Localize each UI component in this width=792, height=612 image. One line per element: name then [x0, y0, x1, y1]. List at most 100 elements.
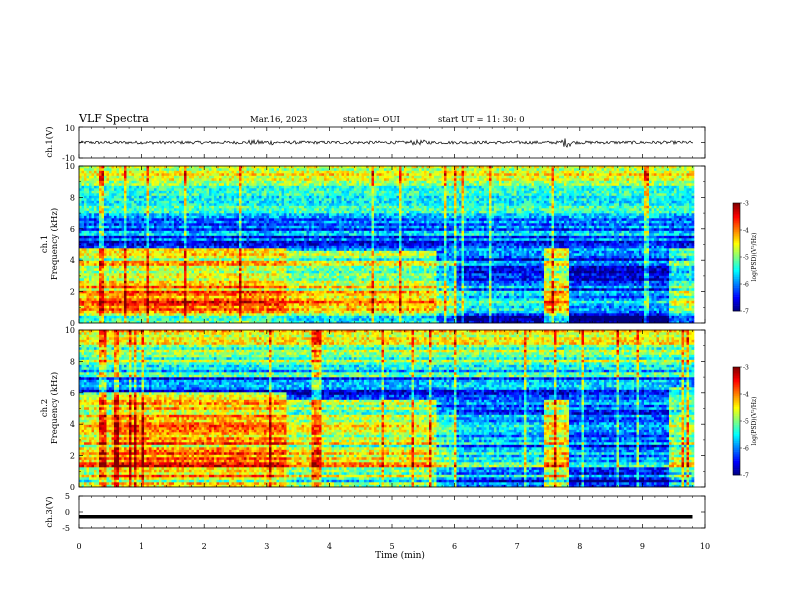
- spectrogram-cell: [192, 233, 195, 236]
- spectrogram-cell: [84, 263, 87, 266]
- spectrogram-cell: [142, 311, 145, 314]
- spectrogram-cell: [82, 318, 85, 321]
- spectrogram-cell: [117, 293, 120, 296]
- spectrogram-cell: [252, 251, 255, 254]
- spectrogram-cell: [234, 293, 237, 296]
- spectrogram-cell: [192, 298, 195, 301]
- spectrogram-cell: [174, 253, 177, 256]
- spectrogram-cell: [237, 178, 240, 181]
- spectrogram-cell: [172, 201, 175, 204]
- spectrogram-cell: [254, 306, 257, 309]
- spectrogram-cell: [112, 218, 115, 221]
- spectrogram-cell: [264, 313, 267, 316]
- spectrogram-cell: [247, 171, 250, 174]
- spectrogram-cell: [89, 238, 92, 241]
- spectrogram-cell: [254, 263, 257, 266]
- spectrogram-cell: [152, 216, 155, 219]
- spectrogram-cell: [252, 218, 255, 221]
- spectrogram-cell: [117, 296, 120, 299]
- spectrogram-cell: [147, 253, 150, 256]
- spectrogram-cell: [94, 241, 97, 244]
- spectrogram-cell: [212, 198, 215, 201]
- spectrogram-cell: [84, 286, 87, 289]
- spectrogram-cell: [117, 303, 120, 306]
- spectrogram-cell: [217, 208, 220, 211]
- spectrogram-cell: [169, 286, 172, 289]
- spectrogram-cell: [144, 293, 147, 296]
- spectrogram-cell: [244, 216, 247, 219]
- spectrogram-cell: [262, 196, 265, 199]
- spectrogram-cell: [99, 191, 102, 194]
- spectrogram-cell: [257, 318, 260, 321]
- spectrogram-cell: [154, 293, 157, 296]
- spectrogram-cell: [92, 243, 95, 246]
- spectrogram-cell: [122, 196, 125, 199]
- spectrogram-cell: [209, 288, 212, 291]
- spectrogram-cell: [212, 318, 215, 321]
- spectrogram-cell: [167, 196, 170, 199]
- spectrogram-cell: [252, 258, 255, 261]
- spectrogram-cell: [117, 218, 120, 221]
- spectrogram-cell: [197, 286, 200, 289]
- spectrogram-cell: [112, 178, 115, 181]
- spectrogram-cell: [79, 296, 82, 299]
- spectrogram-cell: [247, 223, 250, 226]
- spectrogram-cell: [87, 181, 90, 184]
- spectrogram-cell: [244, 286, 247, 289]
- spectrogram-cell: [167, 306, 170, 309]
- spectrogram-cell: [112, 306, 115, 309]
- spectrogram-cell: [144, 303, 147, 306]
- spectrogram-cell: [189, 296, 192, 299]
- spectrogram-cell: [234, 318, 237, 321]
- spectrogram-cell: [227, 201, 230, 204]
- spectrogram-cell: [267, 173, 270, 176]
- spectrogram-cell: [114, 186, 117, 189]
- spectrogram-cell: [164, 296, 167, 299]
- spectrogram-cell: [217, 303, 220, 306]
- spectrogram-cell: [124, 298, 127, 301]
- spectrogram-cell: [134, 311, 137, 314]
- spectrogram-cell: [199, 303, 202, 306]
- spectrogram-cell: [249, 258, 252, 261]
- spectrogram-cell: [114, 318, 117, 321]
- spectrogram-cell: [127, 271, 130, 274]
- spectrogram-cell: [132, 221, 135, 224]
- spectrogram-cell: [222, 288, 225, 291]
- spectrogram-cell: [79, 221, 82, 224]
- spectrogram-cell: [232, 288, 235, 291]
- spectrogram-cell: [157, 266, 160, 269]
- spectrogram-cell: [242, 301, 245, 304]
- spectrogram-cell: [244, 281, 247, 284]
- spectrogram-cell: [192, 188, 195, 191]
- spectrogram-cell: [117, 248, 120, 251]
- spectrogram-cell: [92, 228, 95, 231]
- spectrogram-cell: [114, 263, 117, 266]
- spectrogram-cell: [167, 216, 170, 219]
- spectrogram-cell: [209, 308, 212, 311]
- spectrogram-cell: [159, 188, 162, 191]
- spectrogram-cell: [119, 286, 122, 289]
- spectrogram-cell: [154, 268, 157, 271]
- spectrogram-cell: [179, 168, 182, 171]
- spectrogram-cell: [139, 226, 142, 229]
- spectrogram-cell: [252, 243, 255, 246]
- spectrogram-cell: [89, 221, 92, 224]
- spectrogram-cell: [144, 256, 147, 259]
- spectrogram-cell: [82, 296, 85, 299]
- spectrogram-cell: [212, 301, 215, 304]
- spectrogram-cell: [79, 278, 82, 281]
- spectrogram-cell: [199, 251, 202, 254]
- spectrogram-cell: [152, 308, 155, 311]
- spectrogram-cell: [247, 283, 250, 286]
- spectrogram-cell: [87, 208, 90, 211]
- spectrogram-cell: [257, 228, 260, 231]
- spectrogram-cell: [84, 248, 87, 251]
- spectrogram-cell: [172, 206, 175, 209]
- spectrogram-cell: [219, 233, 222, 236]
- spectrogram-cell: [197, 233, 200, 236]
- spectrogram-cell: [257, 171, 260, 174]
- spectrogram-cell: [257, 316, 260, 319]
- spectrogram-cell: [247, 221, 250, 224]
- spectrogram-cell: [94, 213, 97, 216]
- spectrogram-cell: [224, 263, 227, 266]
